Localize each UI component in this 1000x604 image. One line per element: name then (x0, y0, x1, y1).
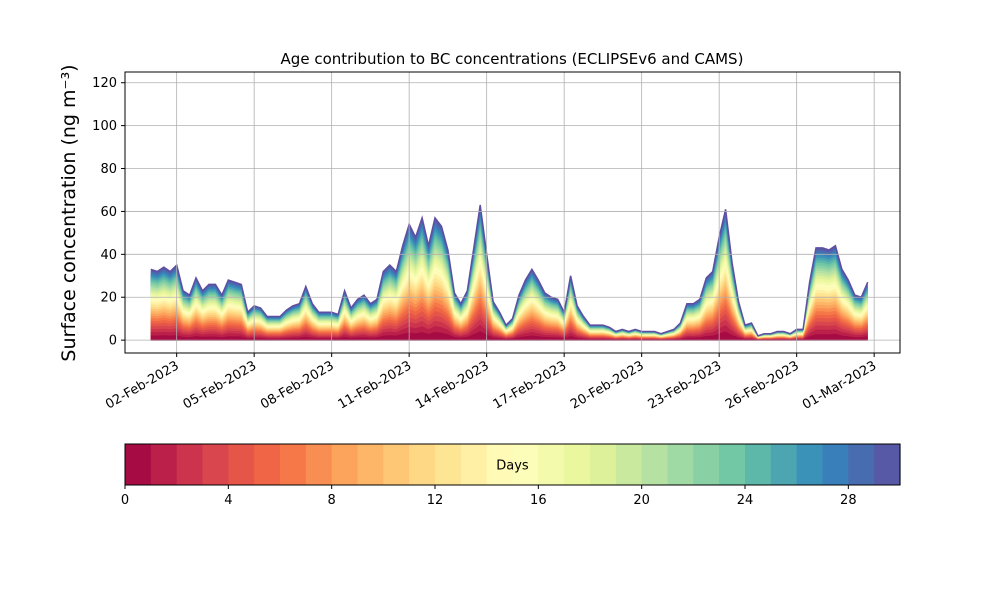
colorbar-tick-label: 0 (121, 493, 129, 508)
colorbar-tick-label: 4 (224, 493, 232, 508)
colorbar-tick-label: 12 (427, 493, 444, 508)
colorbar-swatch (564, 444, 591, 485)
colorbar-swatch (512, 444, 539, 485)
chart-title: Age contribution to BC concentrations (E… (281, 50, 744, 68)
colorbar-swatch (796, 444, 824, 485)
age-band-1-2-days (150, 324, 868, 341)
y-tick-label: 40 (100, 248, 117, 263)
age-band-7-8-days (150, 293, 868, 341)
colorbar-swatch (667, 444, 694, 485)
colorbar-swatch (228, 444, 255, 485)
colorbar-swatch (641, 444, 669, 485)
y-tick-label: 60 (100, 205, 117, 220)
age-band-5-6-days (150, 302, 868, 341)
y-tick-label: 120 (92, 76, 117, 91)
age-band-8-9-days (150, 288, 868, 341)
age-band-4-5-days (150, 307, 868, 341)
age-band-0-1-days (150, 331, 868, 341)
plot-area (150, 204, 869, 341)
y-tick-label: 20 (100, 291, 117, 306)
colorbar-swatch (435, 444, 462, 485)
colorbar-tick-label: 24 (737, 493, 754, 508)
y-tick-label: 0 (109, 334, 117, 349)
colorbar-tick-label: 8 (328, 493, 336, 508)
colorbar-swatch (874, 444, 901, 485)
colorbar-swatch (848, 444, 875, 485)
y-axis: 0 20 40 60 80 100 120 (92, 76, 125, 349)
colorbar-swatch (745, 444, 772, 485)
colorbar-swatch (615, 444, 643, 485)
colorbar-swatch (357, 444, 384, 485)
colorbar-swatch (125, 444, 152, 485)
colorbar-tick-label: 16 (530, 493, 547, 508)
colorbar-swatch (176, 444, 204, 485)
age-band-9-10-days (150, 284, 868, 341)
y-axis-label: Surface concentration (ng m⁻³) (58, 64, 80, 361)
colorbar-swatch (254, 444, 281, 485)
colorbar-tick-label: 20 (633, 493, 650, 508)
colorbar-swatch (822, 444, 849, 485)
colorbar-swatch (202, 444, 229, 485)
colorbar-tick-label: 28 (840, 493, 857, 508)
age-band-6-7-days (150, 297, 868, 341)
colorbar-swatch (460, 444, 488, 485)
total-concentration-line (150, 204, 869, 337)
grid-lines (125, 72, 900, 353)
colorbar-swatch (719, 444, 746, 485)
colorbar-swatch (409, 444, 436, 485)
colorbar-swatch (486, 444, 514, 485)
age-band-2-3-days (150, 318, 868, 341)
colorbar-swatch (383, 444, 410, 485)
age-band-10-11-days (150, 279, 868, 341)
axes-frame (124, 71, 901, 354)
y-tick-label: 80 (100, 162, 117, 177)
colorbar-swatch (538, 444, 565, 485)
colorbar-swatch (770, 444, 798, 485)
colorbar-swatch (331, 444, 359, 485)
colorbar-swatch (590, 444, 617, 485)
colorbar-label: Days (496, 459, 529, 474)
colorbar-swatch (150, 444, 178, 485)
colorbar: 0 4 8 12 16 20 24 28 Days (121, 443, 901, 508)
colorbar-swatch (305, 444, 333, 485)
colorbar-swatch (280, 444, 307, 485)
age-band-3-4-days (150, 313, 868, 341)
colorbar-frame (124, 443, 901, 486)
colorbar-swatch (693, 444, 720, 485)
y-tick-label: 100 (92, 119, 117, 134)
